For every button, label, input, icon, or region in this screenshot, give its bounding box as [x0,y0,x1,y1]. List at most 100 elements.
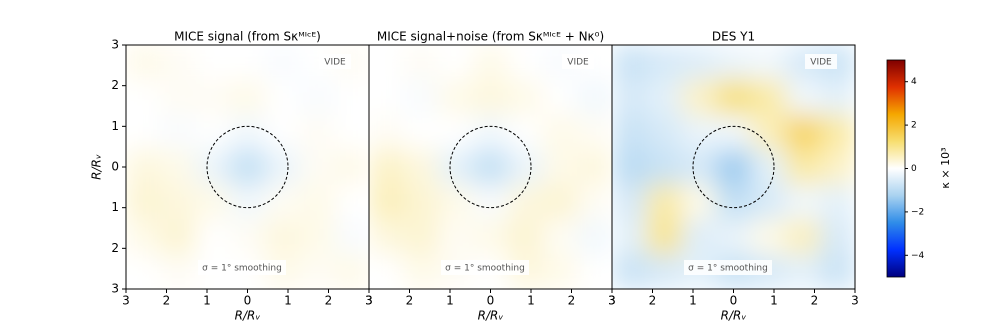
heatmap-cell [750,114,787,151]
heatmap-cell [403,149,439,185]
heatmap-cell [230,45,266,81]
heatmap-cell [160,219,196,255]
heatmap-cell [820,184,855,220]
x-tick-label: 2 [325,294,333,308]
heatmap-cell [195,149,231,185]
heatmap-cell [681,114,717,151]
heatmap-cell [264,219,301,255]
heatmap-cell [403,219,439,255]
heatmap-cell [681,45,717,81]
heatmap-cell [681,219,717,255]
void-circle [206,125,289,209]
heatmap-cell [126,254,162,289]
x-tick-label: 2 [568,294,576,308]
y-tick-label: 1 [111,119,119,133]
heatmap-cell [820,114,855,151]
heatmap-cell [369,114,405,151]
label-box [319,54,351,69]
heatmap-cell [507,184,544,220]
heatmap-cell [403,254,439,289]
heatmap-cell [126,79,162,116]
heatmap-cell [750,45,787,81]
x-tick-label: 1 [527,294,535,308]
heatmap-cell [264,79,301,116]
heatmap-cell [264,114,301,151]
heatmap [126,45,369,289]
x-tick-label: 3 [851,294,859,308]
heatmap-cell [369,219,405,255]
x-tick-label: 3 [365,294,373,308]
heatmap-cell [369,149,405,185]
heatmap-cell [473,149,509,185]
heatmap-cell [542,184,578,220]
heatmap-cell [507,219,544,255]
heatmap-cell [646,219,682,255]
heatmap-cell [230,184,266,220]
heatmap-cell [126,219,162,255]
heatmap-cell [681,184,717,220]
void-circle [449,125,532,209]
y-tick-label: 1 [111,200,119,214]
heatmap-cell [577,254,612,289]
heatmap-cell [612,219,648,255]
x-tick-label: 3 [365,294,373,308]
x-axis-label: R/Rᵥ [235,309,261,323]
heatmap-cell [612,114,648,151]
y-axis-label: R/Rᵥ [90,154,104,180]
heatmap-cell [750,79,787,116]
heatmap-cell [785,79,821,116]
heatmap-cell [612,254,648,289]
heatmap-cell [299,184,335,220]
heatmap [612,45,855,289]
x-tick-label: 0 [487,294,495,308]
annotation-box [198,260,286,275]
heatmap-cell [264,149,301,185]
x-tick-label: 0 [730,294,738,308]
annotation-box [684,260,772,275]
heatmap-cell [473,184,509,220]
heatmap-cell [264,45,301,81]
heatmap-cell [716,45,752,81]
heatmap-cell [230,149,266,185]
heatmap-cell [438,184,474,220]
y-tick-label: 3 [111,38,119,52]
heatmap-cell [126,184,162,220]
y-tick-label: 0 [111,160,119,174]
x-tick-label: 3 [608,294,616,308]
heatmap-cell [195,184,231,220]
heatmap-cell [542,114,578,151]
heatmap-cells [369,45,612,289]
colorbar-tick-label: 0 [911,164,917,174]
heatmap-cell [646,45,682,81]
heatmap-cell [195,219,231,255]
x-tick-label: 3 [608,294,616,308]
heatmap-cell [785,219,821,255]
heatmap-cell [577,79,612,116]
heatmap-cell [438,79,474,116]
colorbar-tick-label: −2 [911,207,924,217]
heatmap-cell [369,184,405,220]
heatmap-cell [542,79,578,116]
heatmap-cell [126,114,162,151]
heatmap-cell [716,79,752,116]
y-tick-label: 3 [111,282,119,296]
heatmap-cell [716,114,752,151]
heatmap-cell [438,45,474,81]
heatmap-cell [612,79,648,116]
x-axis-label: R/Rᵥ [478,309,504,323]
heatmap-cell [646,79,682,116]
heatmap-cell [716,184,752,220]
heatmap-cell [646,254,682,289]
annotation: σ = 1° smoothing [445,264,525,274]
heatmap-cell [820,254,855,289]
heatmap-cell [438,114,474,151]
label-box [805,54,837,69]
annotation: σ = 1° smoothing [688,264,768,274]
heatmap-cell [646,184,682,220]
heatmap-cell [334,114,369,151]
colorbar-tick-label: −4 [911,251,925,261]
panel-label: VIDE [324,58,346,68]
annotation-box [441,260,529,275]
x-tick-label: 1 [446,294,454,308]
heatmap-cell [473,114,509,151]
